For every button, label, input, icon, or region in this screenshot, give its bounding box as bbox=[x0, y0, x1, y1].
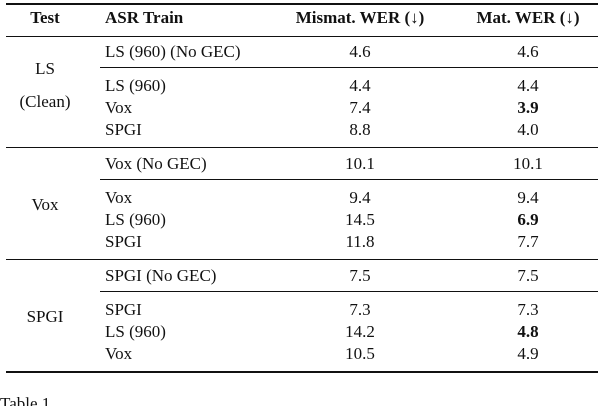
caption: Table 1 bbox=[0, 394, 51, 406]
matched-cell: 6.9 bbox=[517, 210, 539, 229]
header-cell: ASR Train bbox=[105, 8, 184, 27]
asr-train-cell: LS (960) bbox=[105, 322, 166, 341]
mismatched-cell: 10.5 bbox=[345, 344, 375, 363]
table-rule bbox=[6, 147, 598, 148]
matched-cell: 7.5 bbox=[517, 266, 539, 285]
matched-cell: 4.6 bbox=[517, 42, 539, 61]
test-cell: (Clean) bbox=[19, 91, 71, 111]
matched-cell: 3.9 bbox=[517, 98, 539, 117]
asr-train-cell: LS (960) (No GEC) bbox=[105, 42, 241, 61]
table-rule bbox=[6, 259, 598, 260]
table-rule bbox=[100, 67, 598, 68]
matched-cell: 4.8 bbox=[517, 322, 539, 341]
asr-train-cell: LS (960) bbox=[105, 76, 166, 95]
mismatched-cell: 4.4 bbox=[349, 76, 371, 95]
test-cell: SPGI bbox=[26, 307, 64, 326]
matched-cell: 7.3 bbox=[517, 300, 539, 319]
matched-cell: 4.0 bbox=[517, 120, 539, 139]
header-cell: Mismat. WER (↓) bbox=[295, 8, 425, 27]
mismatched-cell: 14.2 bbox=[345, 322, 375, 341]
matched-cell: 4.4 bbox=[517, 76, 539, 95]
mismatched-cell: 4.6 bbox=[349, 42, 371, 61]
matched-cell: 10.1 bbox=[513, 154, 543, 173]
asr-train-cell: Vox bbox=[105, 188, 133, 207]
table-rule bbox=[100, 179, 598, 180]
mismatched-cell: 8.8 bbox=[349, 120, 371, 139]
matched-cell: 4.9 bbox=[517, 344, 539, 363]
asr-train-cell: SPGI (No GEC) bbox=[105, 266, 217, 285]
asr-train-cell: Vox (No GEC) bbox=[105, 154, 207, 173]
test-cell: LS bbox=[35, 58, 55, 78]
asr-train-cell: LS (960) bbox=[105, 210, 166, 229]
test-cell: Vox bbox=[31, 195, 59, 214]
mismatched-cell: 11.8 bbox=[345, 232, 375, 251]
table-rule bbox=[6, 36, 598, 37]
header-cell: Test bbox=[30, 8, 60, 27]
mismatched-cell: 7.4 bbox=[349, 98, 371, 117]
mismatched-cell: 10.1 bbox=[345, 154, 375, 173]
matched-cell: 9.4 bbox=[517, 188, 539, 207]
mismatched-cell: 9.4 bbox=[349, 188, 371, 207]
asr-train-cell: SPGI bbox=[105, 120, 142, 139]
mismatched-cell: 14.5 bbox=[345, 210, 375, 229]
asr-train-cell: SPGI bbox=[105, 232, 142, 251]
matched-cell: 7.7 bbox=[517, 232, 539, 251]
mismatched-cell: 7.5 bbox=[349, 266, 371, 285]
asr-train-cell: Vox bbox=[105, 344, 133, 363]
table-rule bbox=[6, 3, 598, 5]
asr-train-cell: SPGI bbox=[105, 300, 142, 319]
mismatched-cell: 7.3 bbox=[349, 300, 371, 319]
header-cell: Mat. WER (↓) bbox=[476, 8, 580, 27]
asr-train-cell: Vox bbox=[105, 98, 133, 117]
table-rule bbox=[100, 291, 598, 292]
table-rule bbox=[6, 371, 598, 373]
